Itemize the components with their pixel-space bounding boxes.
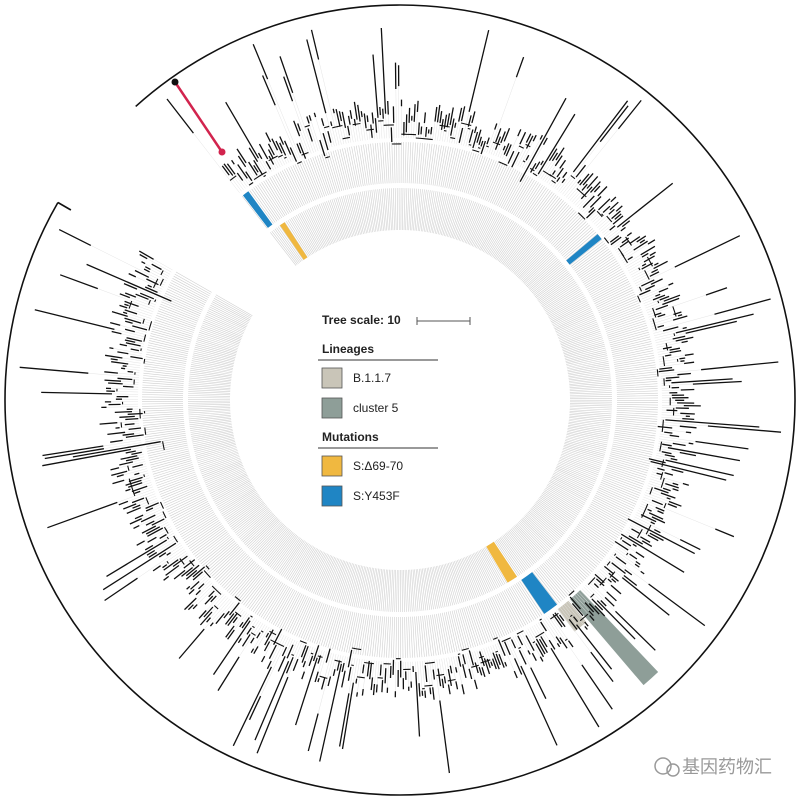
highlight-branch: [173, 81, 224, 153]
watermark-icon: [666, 763, 680, 777]
watermark: 基因药物汇: [654, 757, 772, 777]
legend-swatch: [321, 455, 343, 477]
legend-label: B.1.1.7: [353, 371, 391, 385]
legend-title: Lineages: [322, 342, 374, 356]
tree: [4, 4, 796, 796]
highlight-node: [171, 78, 179, 86]
mutation-cell: [242, 191, 273, 228]
lineage-cell: [557, 600, 587, 632]
mutation-cell: [566, 234, 602, 265]
legend-label: S:Y453F: [353, 489, 400, 503]
highlight-tip: [218, 148, 226, 156]
legend-swatch: [321, 367, 343, 389]
watermark-icon: [654, 757, 672, 775]
legend-swatch: [321, 485, 343, 507]
annotation-rings: [141, 141, 659, 659]
mutation-cell: [486, 541, 518, 583]
legend-label: cluster 5: [353, 401, 399, 415]
legend-title: Mutations: [322, 430, 379, 444]
tree-root: [57, 201, 72, 211]
watermark-text: 基因药物汇: [682, 757, 772, 777]
tree-branches: [19, 27, 782, 774]
mutation-cell: [521, 572, 558, 614]
tree-backbone: [4, 4, 796, 796]
legend-label: S:Δ69-70: [353, 459, 403, 473]
mutation-cell: [279, 222, 308, 260]
tree-scale-label: Tree scale: 10: [322, 313, 401, 327]
tree-clades: [116, 120, 679, 690]
legend-swatch: [321, 397, 343, 419]
legend: Tree scale: 10 Lineages Mutations B.1.1.…: [318, 313, 471, 507]
